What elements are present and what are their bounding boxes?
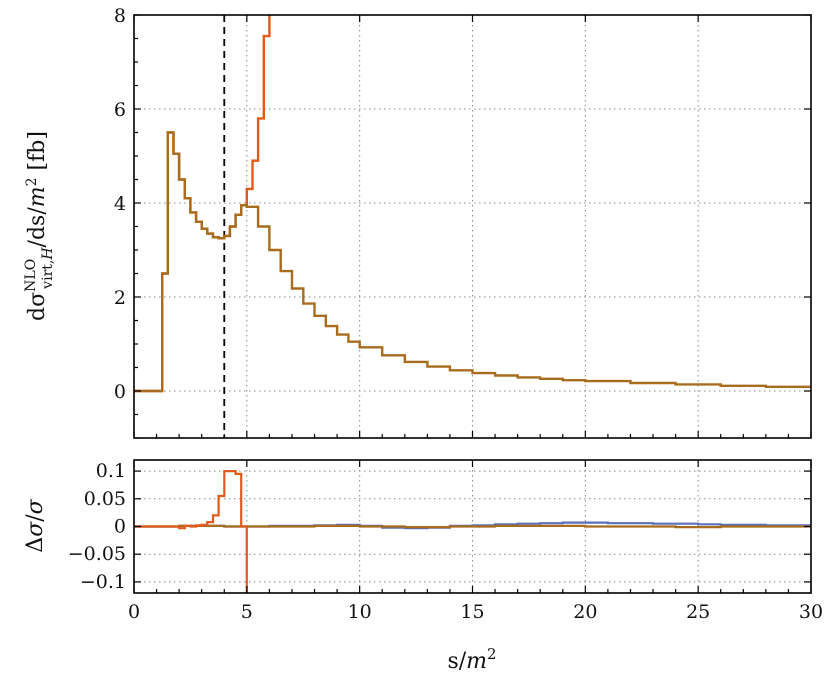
- main-y-label: dσNLOvirt,H/ds/m2 [fb]: [23, 131, 56, 321]
- main-ytick-label-0: 0: [114, 381, 126, 403]
- x-tick-label-0: 0: [128, 601, 140, 623]
- main-series: [134, 15, 811, 393]
- main-series-line-1: [134, 131, 811, 393]
- main-ytick-label-2: 4: [114, 193, 126, 215]
- main-series-line-0: [134, 15, 271, 393]
- main-ytick-label-3: 6: [114, 99, 126, 121]
- ratio-series-line-2: [134, 470, 248, 593]
- ratio-series: [134, 470, 811, 593]
- main-ytick-label-4: 8: [114, 5, 126, 27]
- ratio-ytick-label-2: 0: [114, 516, 126, 538]
- x-tick-labels: 0 5 10 15 20 25 30: [128, 601, 823, 623]
- x-tick-label-5: 25: [686, 601, 710, 623]
- ratio-ytick-label-0: 0.1: [96, 460, 126, 482]
- x-tick-label-2: 10: [348, 601, 372, 623]
- ratio-series-line-1: [134, 524, 811, 529]
- ratio-y-label: Δσ/σ: [23, 498, 48, 552]
- x-tick-label-6: 30: [799, 601, 823, 623]
- x-axis-label: s/m2: [447, 645, 496, 674]
- main-y-tick-labels: 0 2 4 6 8: [114, 5, 126, 403]
- ratio-y-tick-labels: 0.1 0.05 0 −0.05 −0.1: [68, 460, 126, 593]
- main-ticks: [133, 14, 812, 439]
- ratio-ytick-label-4: −0.1: [80, 571, 126, 593]
- main-ytick-label-1: 2: [114, 287, 126, 309]
- x-tick-label-3: 15: [460, 601, 484, 623]
- ratio-ytick-label-1: 0.05: [84, 488, 126, 510]
- ratio-panel: 0.1 0.05 0 −0.05 −0.1 0 5 10 15 20 25 30 Δσ/σ s/m2: [23, 459, 823, 674]
- x-tick-label-1: 5: [241, 601, 253, 623]
- main-panel: 0 2 4 6 8 dσNLOvirt,H/ds/m2 [fb]: [23, 5, 812, 439]
- ratio-ytick-label-3: −0.05: [68, 543, 126, 565]
- x-tick-label-4: 20: [573, 601, 597, 623]
- main-grid: [134, 15, 811, 438]
- ratio-ticks: [133, 460, 812, 593]
